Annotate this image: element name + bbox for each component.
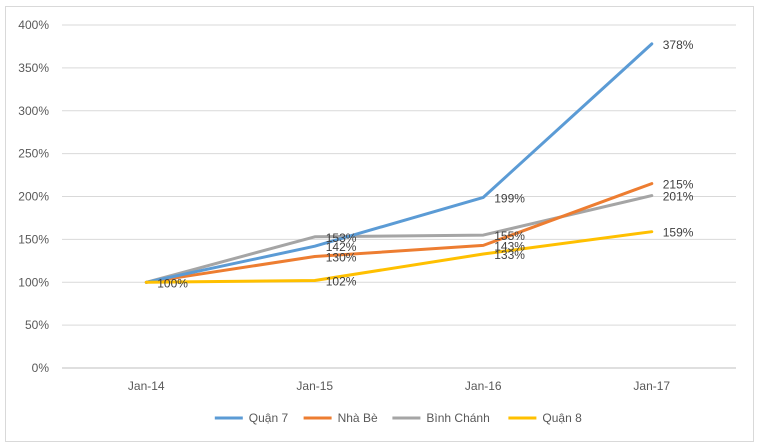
y-tick-label: 0% [32,361,50,375]
data-label: 133% [494,248,525,262]
series-line [144,42,654,284]
data-label: 102% [326,275,357,289]
data-label: 142% [326,240,357,254]
y-tick-label: 300% [18,104,49,118]
series-lines [144,42,654,284]
data-label: 100% [157,276,188,290]
y-tick-label: 200% [18,190,49,204]
data-label: 378% [663,38,694,52]
data-label: 153% [326,231,357,245]
y-axis-tick-labels: 0% 50% 100% 150% 200% 250% 300% 350% 400% [18,18,49,375]
y-tick-label: 350% [18,61,49,75]
x-tick-label: Jan-15 [296,379,333,393]
chart-frame [5,6,754,442]
y-tick-label: 400% [18,18,49,32]
data-label: 215% [663,178,694,192]
data-labels: 142% 199% 378% 130% 143% 215% 153% 155% 201% 100%… [157,38,694,290]
y-tick-label: 100% [18,275,49,289]
data-label: 130% [326,251,357,265]
gridlines [62,24,736,369]
x-axis-tick-labels: Jan-14 Jan-15 Jan-16 Jan-17 [128,379,671,393]
data-label: 155% [494,229,525,243]
legend-label: Bình Chánh [426,411,489,425]
y-tick-label: 50% [25,318,49,332]
y-tick-label: 150% [18,232,49,246]
y-tick-label: 250% [18,147,49,161]
legend-label: Quận 8 [542,411,582,425]
x-tick-label: Jan-17 [633,379,670,393]
data-label: 199% [494,191,525,205]
data-label: 201% [663,190,694,204]
x-tick-label: Jan-14 [128,379,165,393]
data-label: 159% [663,226,694,240]
x-tick-label: Jan-16 [465,379,502,393]
legend: Quận 7 Nhà Bè Bình Chánh Quận 8 [214,411,582,425]
series-line [144,230,654,284]
legend-label: Quận 7 [249,411,289,425]
data-label: 143% [494,239,525,253]
legend-label: Nhà Bè [338,411,378,425]
series-line [144,182,654,284]
